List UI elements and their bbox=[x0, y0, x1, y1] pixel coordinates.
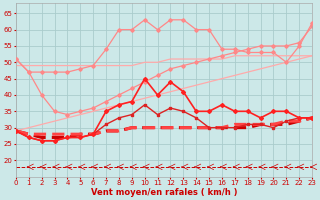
X-axis label: Vent moyen/en rafales ( km/h ): Vent moyen/en rafales ( km/h ) bbox=[91, 188, 237, 197]
